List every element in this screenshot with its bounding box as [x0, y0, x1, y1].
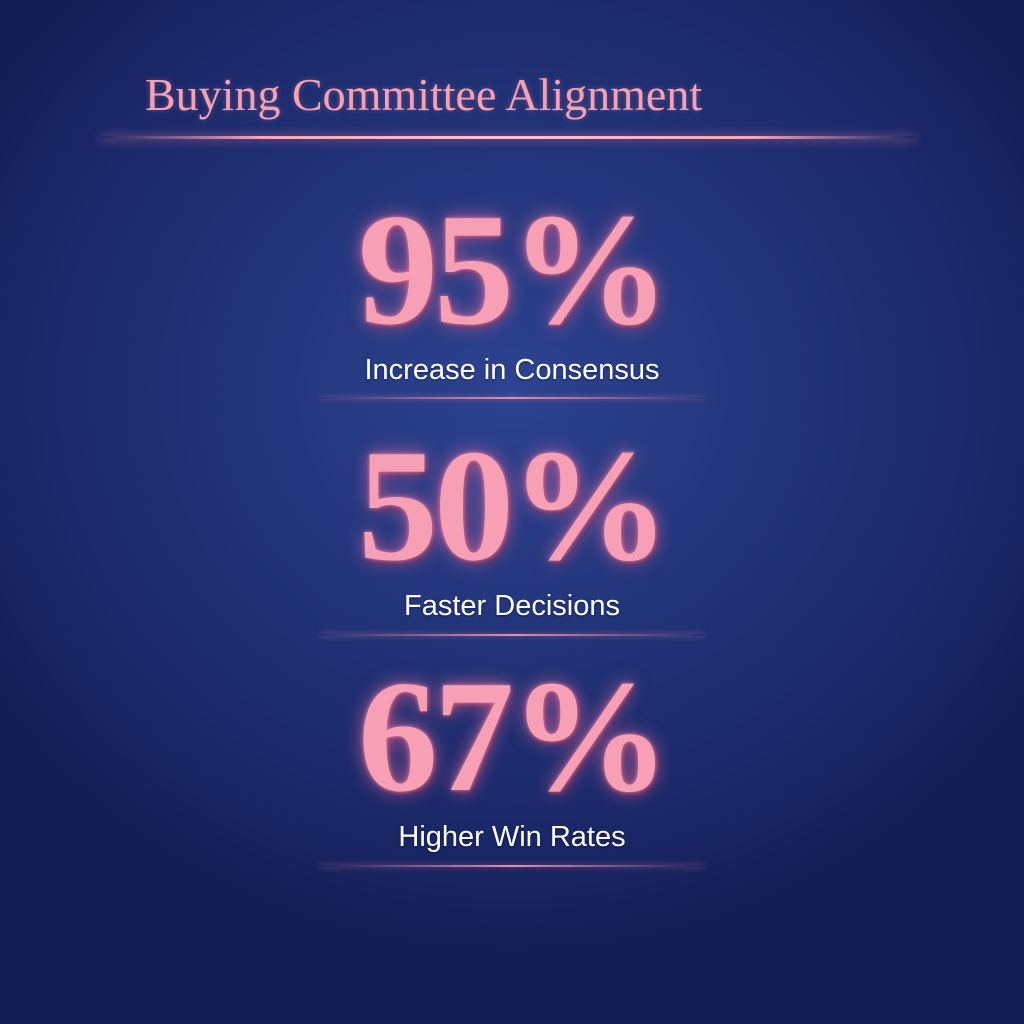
stat-value: 50% — [358, 416, 670, 594]
stat-divider — [320, 634, 704, 636]
stat-consensus: 95% Increase in Consensus — [0, 180, 1024, 387]
stat-divider — [320, 865, 704, 867]
stat-label: Faster Decisions — [404, 590, 620, 622]
title-divider — [100, 136, 915, 139]
stat-value: 95% — [358, 180, 670, 358]
stat-value: 67% — [358, 647, 670, 825]
stat-divider — [320, 397, 704, 399]
stat-label: Increase in Consensus — [364, 354, 660, 386]
stat-decisions: 50% Faster Decisions — [0, 416, 1024, 623]
page-title: Buying Committee Alignment — [145, 69, 703, 120]
stat-label: Higher Win Rates — [398, 821, 626, 853]
stat-win-rates: 67% Higher Win Rates — [0, 647, 1024, 854]
